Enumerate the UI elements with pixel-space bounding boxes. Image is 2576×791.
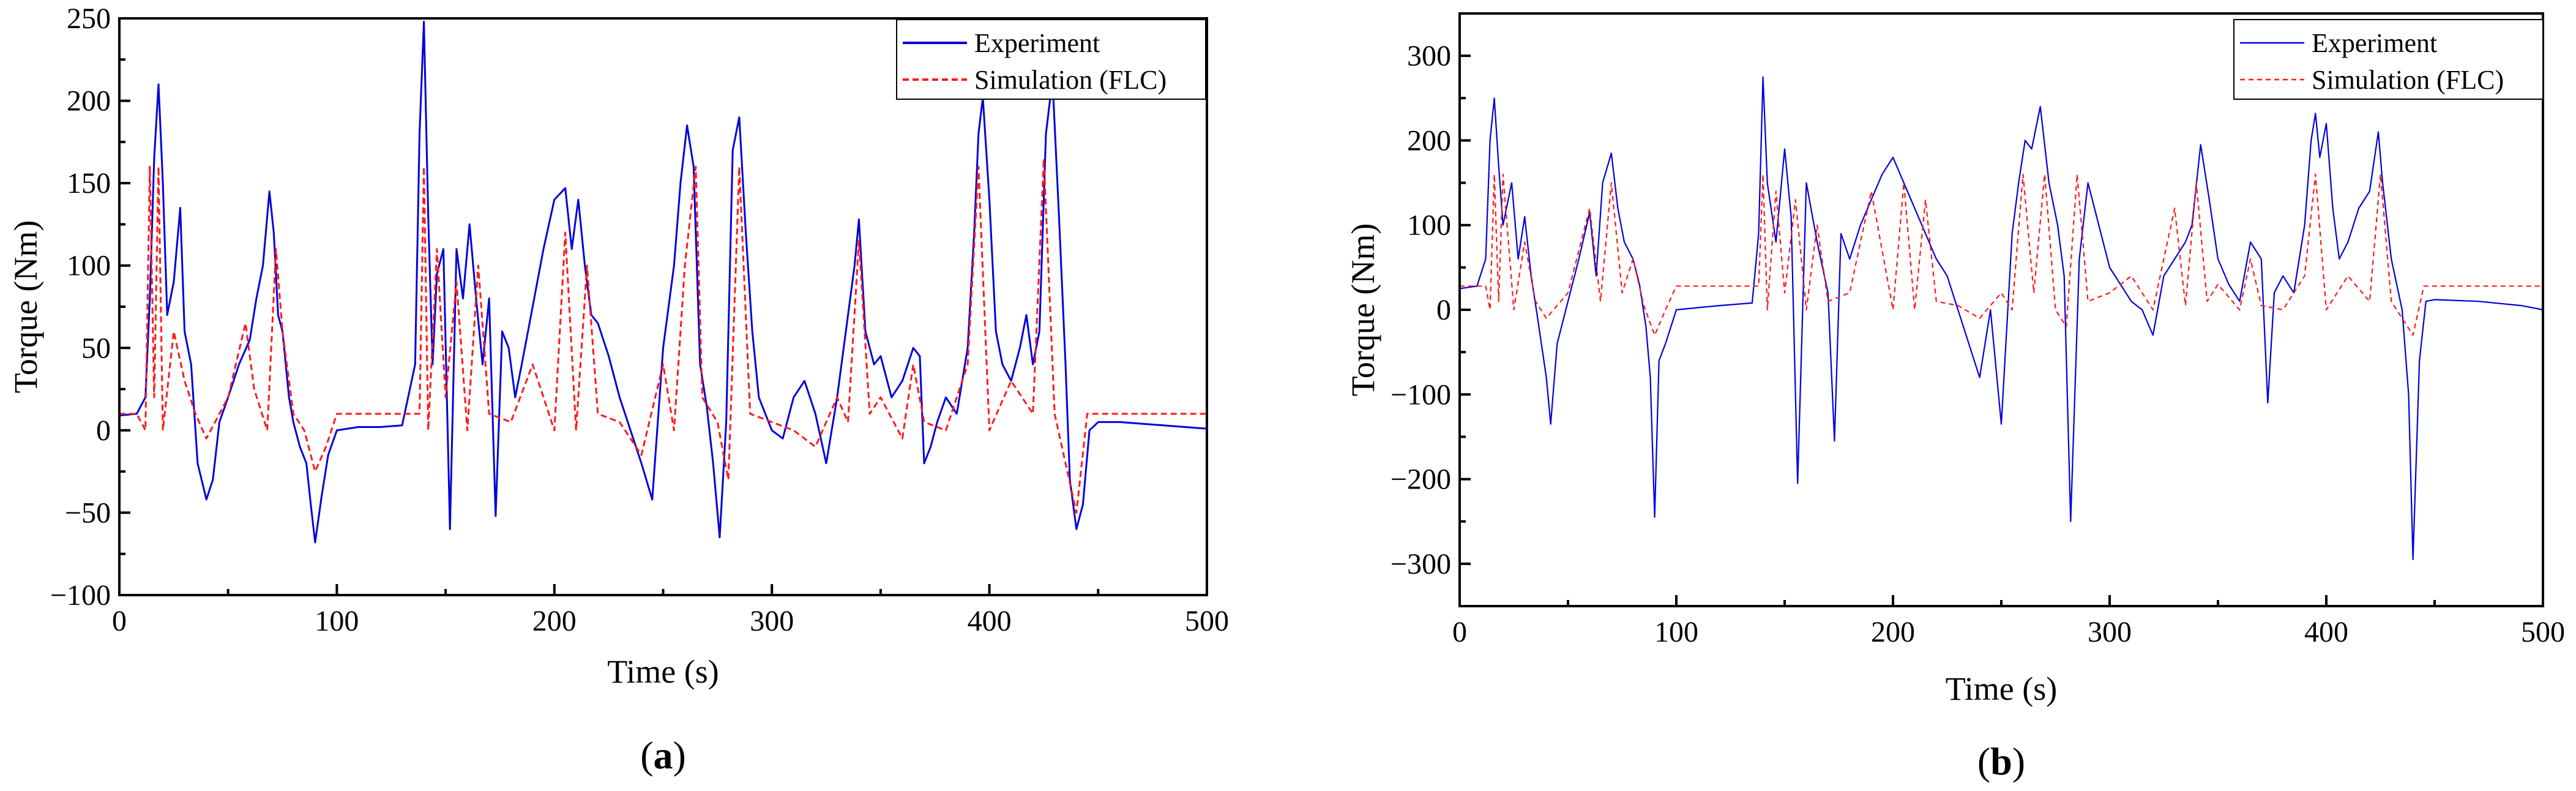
x-tick-label-a: 200: [532, 605, 577, 637]
y-tick-label-a: 0: [96, 414, 111, 447]
y-axis-title-b: Torque (Nm): [1345, 223, 1381, 397]
x-tick-label-a: 0: [112, 605, 127, 637]
legend-label-experiment-b: Experiment: [2312, 28, 2437, 58]
series-line-simulation-a: [119, 157, 1207, 514]
legend-label-simulation-b: Simulation (FLC): [2312, 65, 2504, 95]
legend-b: Experiment Simulation (FLC): [2233, 19, 2544, 100]
y-tick-label-b: 200: [1407, 124, 1451, 157]
y-tick-label-b: 0: [1436, 294, 1451, 326]
x-tick-label-a: 400: [968, 605, 1012, 637]
y-tick-label-a: −100: [50, 579, 111, 612]
panel-label-a: (a): [640, 733, 686, 777]
y-tick-label-b: −100: [1391, 378, 1451, 411]
y-tick-label-a: 100: [67, 250, 111, 282]
y-tick-label-a: 200: [67, 85, 111, 118]
legend-box-a: [896, 19, 1206, 100]
legend-a: Experiment Simulation (FLC): [896, 19, 1206, 100]
x-tick-label-b: 500: [2521, 616, 2565, 648]
y-tick-label-a: 150: [67, 167, 111, 200]
x-axis-title-a: Time (s): [607, 653, 719, 690]
y-tick-label-a: −50: [65, 497, 111, 529]
series-line-experiment-a: [119, 20, 1207, 544]
series-line-simulation-b: [1460, 173, 2543, 336]
x-tick-label-b: 400: [2304, 616, 2348, 648]
y-axis-title-a: Torque (Nm): [7, 220, 44, 394]
legend-label-simulation-a: Simulation (FLC): [974, 65, 1167, 95]
y-tick-label-b: −200: [1391, 463, 1451, 496]
x-tick-label-a: 100: [315, 605, 359, 637]
legend-label-experiment-a: Experiment: [974, 28, 1100, 58]
x-axis-title-b: Time (s): [1946, 670, 2058, 707]
x-tick-label-b: 200: [1871, 616, 1915, 648]
chart-panel-b: 0 100 200 300 400 500 −300 −200 −100 0 100 200 300 Ti…: [1345, 12, 2565, 783]
x-tick-label-b: 100: [1654, 616, 1698, 648]
panel-label-b: (b): [1977, 740, 2025, 783]
x-tick-label-b: 300: [2088, 616, 2132, 648]
y-tick-label-b: −300: [1391, 548, 1451, 580]
x-tick-label-a: 500: [1185, 605, 1229, 637]
chart-panel-a: 0 100 200 300 400 500 −100 −50 0 50 100 150 200 250 Ti…: [7, 2, 1229, 777]
y-tick-label-a: 50: [81, 332, 111, 364]
x-tick-label-a: 300: [750, 605, 794, 637]
y-tick-label-b: 300: [1407, 40, 1451, 72]
legend-box-b: [2233, 19, 2544, 100]
x-tick-label-b: 0: [1452, 616, 1467, 648]
series-line-experiment-b: [1460, 76, 2543, 561]
y-tick-label-b: 100: [1407, 209, 1451, 242]
y-tick-label-a: 250: [67, 2, 111, 35]
